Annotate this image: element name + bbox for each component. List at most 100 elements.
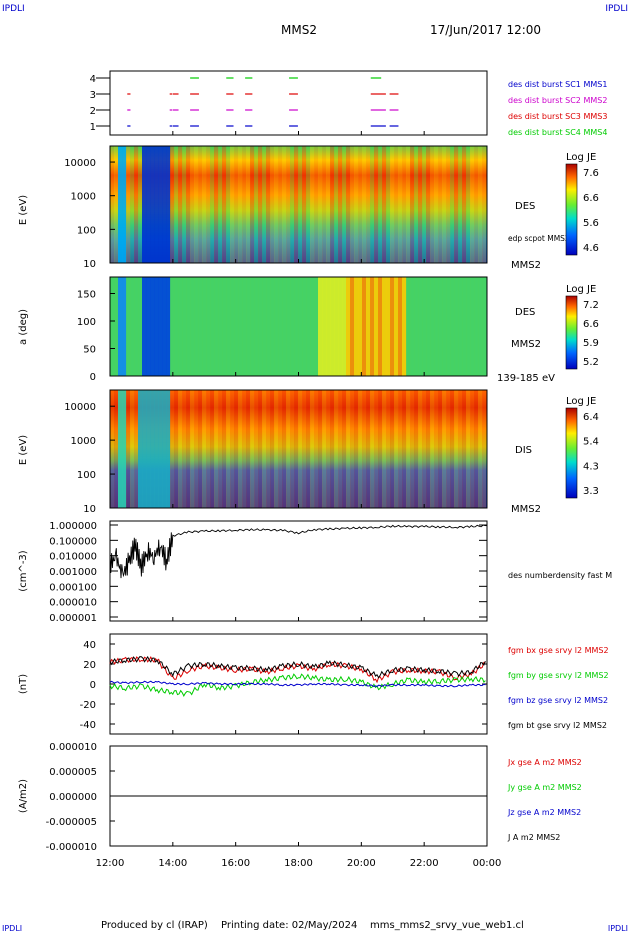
spectrogram-stripe	[214, 146, 219, 263]
spectrogram-stripe	[134, 277, 139, 376]
spectrogram-stripe	[218, 146, 223, 263]
spectrogram-stripe	[122, 390, 127, 508]
spectrogram-stripe	[430, 146, 435, 263]
spectrogram-stripe	[322, 390, 327, 508]
ytick-label: 100	[77, 470, 96, 481]
spectrogram-stripe	[166, 146, 171, 263]
panel-des-pitch: 150 100 50 0 a (deg) DES MMS2 139-185 eV Lo…	[18, 276, 599, 384]
spectrogram-stripe	[290, 390, 295, 508]
spectrogram-stripe	[294, 277, 299, 376]
spectrogram-stripe	[138, 277, 143, 376]
spectrogram-stripe	[434, 390, 439, 508]
spectrogram-stripe	[342, 390, 347, 508]
time-tick-label: 22:00	[410, 858, 439, 869]
spectrogram-stripe	[398, 390, 403, 508]
spectrogram-stripe	[182, 277, 187, 376]
spectrogram-stripe	[114, 146, 119, 263]
bfield-ytick-label: 0	[90, 680, 96, 691]
burst-legend: des dist burst SC1 MMS1 des dist burst SC…	[508, 80, 607, 137]
spectrogram-stripe	[234, 146, 239, 263]
spectrogram-stripe	[294, 390, 299, 508]
spectrogram-stripe	[414, 390, 419, 508]
spectrogram-stripe	[298, 390, 303, 508]
spectrogram-stripe	[254, 277, 259, 376]
panel-current: 0.000010 0.000005 0.000000 -0.000005 -0.0000…	[18, 742, 582, 853]
spectrogram-stripe	[318, 146, 323, 263]
burst-ytick-label: 4	[90, 74, 96, 85]
spectrogram-stripe	[194, 146, 199, 263]
spectrogram-stripe	[126, 146, 131, 263]
dis-energy-spacecraft-label: MMS2	[511, 504, 541, 515]
spectrogram-stripe	[266, 390, 271, 508]
spectrogram-stripe	[354, 277, 359, 376]
current-ytick-label: -0.000005	[46, 817, 97, 828]
spectrogram-stripe	[218, 277, 223, 376]
spectrogram-stripe	[390, 146, 395, 263]
spectrogram-stripe	[246, 146, 251, 263]
spectrogram-stripe	[478, 390, 483, 508]
spectrogram-stripe	[194, 390, 199, 508]
spectrogram-stripe	[302, 277, 307, 376]
spectrogram-stripe	[290, 277, 295, 376]
bfield-lines	[109, 655, 486, 697]
spectrogram-stripe	[190, 390, 195, 508]
spectrogram-stripe	[366, 277, 371, 376]
spectrogram-stripe	[150, 390, 155, 508]
spectrogram-stripe	[382, 277, 387, 376]
spectrogram-stripe	[422, 146, 427, 263]
spectrogram-stripe	[134, 390, 139, 508]
spectrogram-stripe	[270, 146, 275, 263]
spectrogram-stripe	[358, 146, 363, 263]
spectrogram-stripe	[418, 146, 423, 263]
spectrogram-stripe	[210, 277, 215, 376]
spectrogram-stripe	[310, 390, 315, 508]
density-ytick-label: 0.000001	[49, 613, 97, 624]
spectrogram-stripe	[334, 146, 339, 263]
burst-legend-item: des dist burst SC1 MMS1	[508, 80, 607, 89]
spectrogram-stripe	[186, 390, 191, 508]
spectrogram-stripe	[222, 390, 227, 508]
spectrogram-stripe	[234, 277, 239, 376]
spectrogram-stripe	[210, 146, 215, 263]
bfield-legend: fgm bx gse srvy l2 MMS2 fgm by gse srvy l…	[508, 646, 609, 730]
density-ytick-label: 0.100000	[49, 536, 97, 547]
spectrogram-stripe	[334, 390, 339, 508]
colorbar-tick-label: 4.6	[583, 243, 599, 254]
spectrogram-stripe	[442, 390, 447, 508]
density-line	[109, 524, 488, 579]
spectrogram-stripe	[366, 390, 371, 508]
density-ytick-label: 0.010000	[49, 552, 97, 563]
spectrogram-stripe	[286, 146, 291, 263]
spectrogram-stripe	[374, 277, 379, 376]
spectrogram-stripe	[138, 390, 143, 508]
spectrogram-stripe	[110, 146, 115, 263]
spectrogram-stripe	[302, 390, 307, 508]
spectrogram-stripe	[446, 277, 451, 376]
spectrogram-stripe	[442, 277, 447, 376]
spectrogram-stripe	[438, 390, 443, 508]
spectrogram-stripe	[422, 277, 427, 376]
spectrogram-stripe	[306, 146, 311, 263]
spectrogram-stripe	[474, 146, 479, 263]
panel-dis-energy: 10000 1000 100 10 E (eV) DIS MMS2 Log JE 6.…	[18, 389, 599, 515]
des-energy-right-label: DES	[515, 201, 535, 212]
colorbar-tick-label: 6.6	[583, 319, 599, 330]
spectrogram-stripe	[182, 390, 187, 508]
spectrogram-stripe	[450, 277, 455, 376]
spectrogram-stripe	[326, 146, 331, 263]
time-tick-label: 14:00	[158, 858, 187, 869]
spectrogram-stripe	[270, 390, 275, 508]
bfield-ylabel: (nT)	[18, 674, 29, 694]
spectrogram-stripe	[194, 277, 199, 376]
spectrogram-stripe	[426, 390, 431, 508]
spectrogram-stripe	[206, 277, 211, 376]
spectrogram-stripe	[462, 390, 467, 508]
burst-legend-item: des dist burst SC2 MMS2	[508, 96, 607, 105]
spectrogram-stripe	[162, 277, 167, 376]
spectrogram-stripe	[458, 146, 463, 263]
spectrogram-stripe	[302, 146, 307, 263]
bfield-legend-item: fgm by gse srvy l2 MMS2	[508, 671, 609, 680]
spectrogram-stripe	[286, 390, 291, 508]
spectrogram-stripe	[178, 146, 183, 263]
